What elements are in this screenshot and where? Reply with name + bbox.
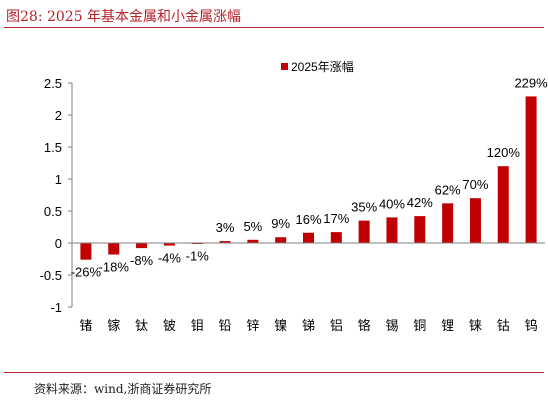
title-divider bbox=[4, 27, 544, 28]
bar bbox=[163, 243, 175, 246]
bar bbox=[469, 198, 481, 243]
bar bbox=[414, 216, 426, 243]
data-label: 9% bbox=[271, 216, 290, 231]
x-tick-label: 铬 bbox=[358, 318, 371, 334]
x-tick-label: 钼 bbox=[191, 319, 204, 334]
x-tick-label: 锗 bbox=[79, 319, 92, 334]
x-tick-label: 铍 bbox=[163, 319, 176, 334]
figure-title: 图28: 2025 年基本金属和小金属涨幅 bbox=[6, 9, 242, 25]
x-tick-label: 铼 bbox=[469, 319, 482, 334]
y-tick-label: -1 bbox=[50, 300, 62, 315]
x-tick-label: 镍 bbox=[274, 319, 287, 334]
data-labels: -26%-18% -8% -4% -1% 3% 5% 9% 16% 17%35% 40% 42%62… bbox=[71, 75, 548, 279]
legend-label: 2025年涨幅 bbox=[291, 59, 354, 74]
data-label: 16% bbox=[295, 212, 321, 227]
bar bbox=[442, 203, 454, 243]
y-tick-label: 0 bbox=[55, 236, 62, 251]
x-tick-label: 锡 bbox=[385, 319, 398, 334]
y-tick-label: 2 bbox=[55, 108, 62, 123]
data-label: 17% bbox=[323, 211, 349, 226]
x-tick-label: 锂 bbox=[441, 319, 454, 334]
x-tick-label: 钛 bbox=[135, 319, 148, 334]
y-tick-label: 1 bbox=[55, 172, 62, 187]
x-tick-label: 铜 bbox=[413, 319, 426, 334]
data-label: -18% bbox=[99, 260, 130, 275]
bar bbox=[247, 239, 259, 243]
data-label: 5% bbox=[243, 219, 262, 234]
data-label: -4% bbox=[158, 251, 182, 266]
x-axis: 锗镓钛铍钼铅锌镍锑铝铬锡铜锂铼钴钨 bbox=[72, 242, 545, 334]
data-label: 40% bbox=[379, 196, 405, 211]
data-label: 42% bbox=[407, 195, 433, 210]
data-label: -1% bbox=[186, 249, 210, 264]
bar bbox=[525, 96, 537, 243]
bar bbox=[497, 166, 509, 243]
bar bbox=[358, 220, 370, 243]
y-tick-label: 1.5 bbox=[44, 140, 62, 155]
data-label: 120% bbox=[487, 145, 521, 160]
source-divider bbox=[4, 372, 544, 373]
y-tick-label: 0.5 bbox=[44, 204, 62, 219]
data-label: 70% bbox=[462, 177, 488, 192]
x-tick-label: 铅 bbox=[219, 319, 232, 334]
data-label: 229% bbox=[514, 75, 548, 90]
y-tick-label: -0.5 bbox=[40, 268, 62, 283]
x-tick-label: 镓 bbox=[107, 319, 120, 334]
y-tick-label: 2.5 bbox=[44, 76, 62, 91]
data-label: 3% bbox=[216, 220, 235, 235]
x-tick-label: 钴 bbox=[497, 319, 510, 334]
bar bbox=[275, 237, 287, 243]
chart-legend: 2025年涨幅 bbox=[281, 59, 354, 74]
x-tick-label: 钨 bbox=[525, 318, 538, 334]
bar bbox=[330, 232, 342, 243]
bar bbox=[108, 243, 120, 255]
x-tick-label: 铝 bbox=[330, 319, 343, 334]
data-label: -8% bbox=[130, 253, 154, 268]
bar bbox=[303, 232, 314, 243]
bar bbox=[219, 241, 231, 243]
x-tick-label: 锌 bbox=[246, 319, 259, 334]
legend-swatch bbox=[281, 63, 288, 70]
y-axis: -1 -0.5 0 0.5 1 1.5 2 2.5 bbox=[40, 76, 73, 315]
bar bbox=[80, 243, 92, 260]
bar bbox=[386, 217, 398, 243]
data-label: -26% bbox=[71, 265, 102, 280]
bar bbox=[136, 243, 148, 249]
data-label: 35% bbox=[351, 200, 377, 215]
x-tick-label: 锑 bbox=[302, 319, 315, 334]
data-label: 62% bbox=[435, 182, 461, 197]
source-note: 资料来源：wind,浙商证券研究所 bbox=[34, 382, 212, 396]
